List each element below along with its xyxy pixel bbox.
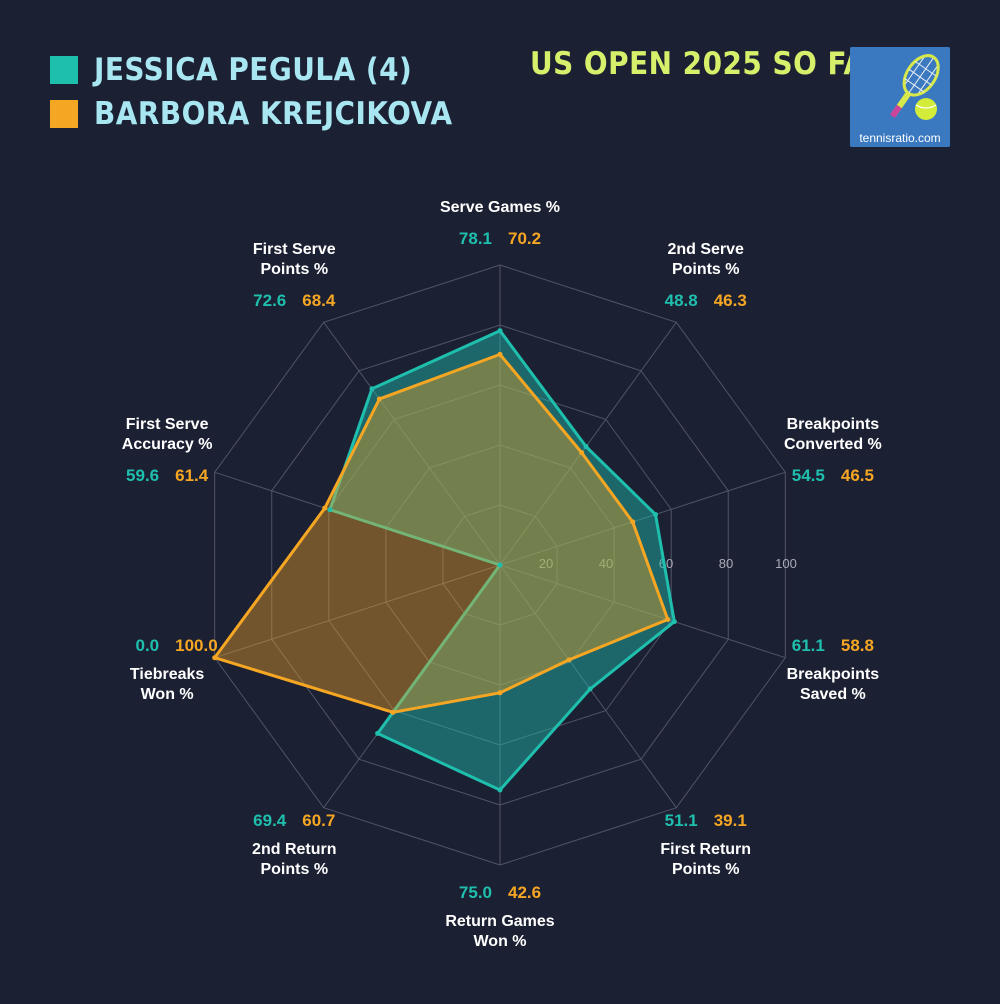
value-label-krejcikova-2: 46.5 [841,466,874,485]
value-label-pegula-6: 69.4 [253,811,287,830]
spoke-4 [499,564,677,808]
value-label-krejcikova-4: 39.1 [714,811,747,830]
axis-label-9: Points % [260,261,328,278]
value-label-pegula-8: 59.6 [126,466,159,485]
axis-label-8: Accuracy % [122,436,213,453]
spoke-2 [499,471,786,566]
r-tick-label: 40 [599,556,613,571]
series-1-point-2 [630,519,636,525]
legend: JESSICA PEGULA (4) BARBORA KREJCIKOVA [50,48,453,136]
axis-label-9: First Serve [253,241,336,258]
value-label-pegula-1: 48.8 [665,291,698,310]
legend-item-krejcikova: BARBORA KREJCIKOVA [50,92,453,136]
value-label-pegula-3: 61.1 [792,636,825,655]
legend-swatch-pegula [50,56,78,84]
series-0-point-6 [375,730,381,736]
axis-label-2: Converted % [784,436,882,453]
series-1-point-8 [322,505,328,511]
value-label-pegula-4: 51.1 [665,811,698,830]
value-label-pegula-0: 78.1 [459,229,492,248]
logo-text: tennisratio.com [859,131,941,145]
spoke-7 [214,564,501,659]
value-label-krejcikova-8: 61.4 [175,466,209,485]
racket-ball-icon [850,47,950,147]
r-tick-label: 80 [719,556,733,571]
tennisratio-logo[interactable]: tennisratio.com [850,47,950,147]
series-1-point-6 [390,709,396,715]
axis-label-1: Points % [672,261,740,278]
axis-label-5: Return Games [445,913,554,930]
series-0-point-8 [327,507,333,513]
series-1-point-0 [497,351,503,357]
legend-label-krejcikova: BARBORA KREJCIKOVA [94,96,453,132]
series-0-point-7 [497,562,503,568]
series-1-point-1 [579,450,585,456]
series-0-point-4 [587,686,593,692]
series-1-point-9 [376,396,382,402]
series-0-point-3 [671,619,677,625]
r-tick-label: 20 [539,556,553,571]
legend-swatch-krejcikova [50,100,78,128]
value-label-krejcikova-6: 60.7 [302,811,335,830]
value-label-pegula-7: 0.0 [135,636,159,655]
axis-label-7: Tiebreaks [130,666,205,683]
series-0-point-9 [369,386,375,392]
value-label-krejcikova-5: 42.6 [508,883,541,902]
axis-label-0: Serve Games % [440,199,560,216]
axis-label-4: First Return [660,841,751,858]
legend-item-pegula: JESSICA PEGULA (4) [50,48,453,92]
value-label-krejcikova-9: 68.4 [302,291,336,310]
series-1-point-4 [566,657,572,663]
value-label-krejcikova-1: 46.3 [714,291,747,310]
axis-label-3: Saved % [800,686,866,703]
event-title: US OPEN 2025 SO FAR [530,46,888,82]
axis-label-5: Won % [473,933,526,950]
series-1-point-7 [212,655,218,661]
series-0-point-1 [583,444,589,450]
value-label-krejcikova-7: 100.0 [175,636,218,655]
r-tick-label: 100 [775,556,797,571]
value-label-pegula-2: 54.5 [792,466,825,485]
value-label-krejcikova-0: 70.2 [508,229,541,248]
axis-label-1: 2nd Serve [667,241,744,258]
spoke-9 [323,322,501,566]
series-1-point-5 [497,690,503,696]
spoke-3 [499,564,786,659]
axis-label-6: Points % [260,861,328,878]
axis-label-8: First Serve [126,416,209,433]
axis-label-6: 2nd Return [252,841,336,858]
axis-label-4: Points % [672,861,740,878]
series-0-point-0 [497,328,503,334]
axis-label-7: Won % [141,686,194,703]
axis-label-2: Breakpoints [787,416,880,433]
series-1-point-3 [665,617,671,623]
axis-label-3: Breakpoints [787,666,880,683]
value-label-krejcikova-3: 58.8 [841,636,874,655]
spoke-1 [499,322,677,566]
value-label-pegula-9: 72.6 [253,291,286,310]
series-0-point-2 [652,511,658,517]
series-0-point-5 [497,787,503,793]
value-label-pegula-5: 75.0 [459,883,492,902]
legend-label-pegula: JESSICA PEGULA (4) [94,52,413,88]
